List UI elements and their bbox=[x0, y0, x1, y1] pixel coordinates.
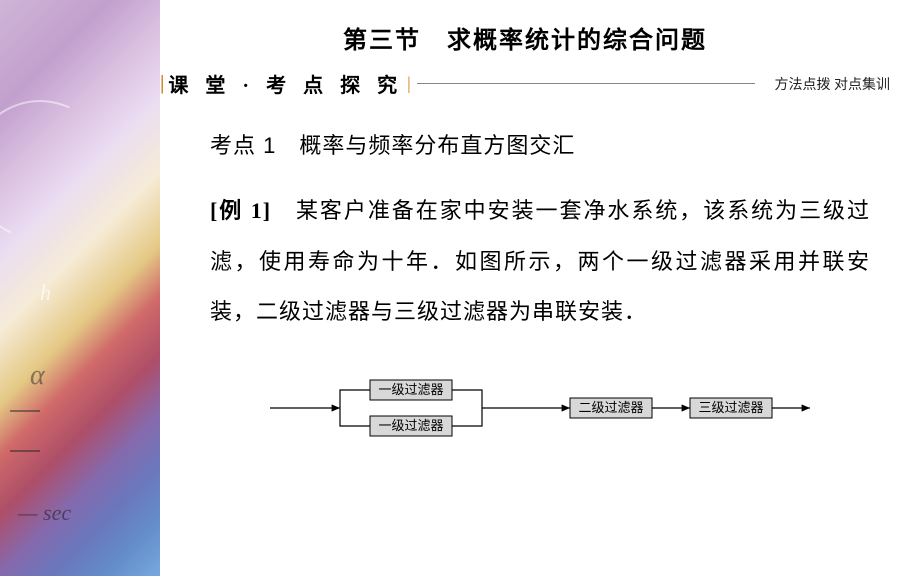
content-area: 第三节 求概率统计的综合问题 | 课 堂 · 考 点 探 究 | 方法点拨 对点… bbox=[160, 0, 920, 576]
filter-diagram: 一级过滤器一级过滤器二级过滤器三级过滤器 bbox=[210, 368, 870, 448]
decorative-arc bbox=[0, 80, 130, 259]
decorative-letter-alpha: α bbox=[30, 360, 45, 392]
svg-text:三级过滤器: 三级过滤器 bbox=[698, 400, 763, 415]
filter-diagram-svg: 一级过滤器一级过滤器二级过滤器三级过滤器 bbox=[250, 368, 830, 448]
left-decoration-panel: h α — sec bbox=[0, 0, 160, 576]
topic-line: 考点 1 概率与频率分布直方图交汇 bbox=[210, 128, 870, 160]
decorative-text-sec: — sec bbox=[18, 500, 71, 526]
header-links: 方法点拨 对点集训 bbox=[775, 74, 891, 94]
example-tag: [例 1] bbox=[210, 198, 271, 223]
example-paragraph: [例 1] 某客户准备在家中安装一套净水系统，该系统为三级过滤，使用寿命为十年．… bbox=[210, 186, 870, 338]
body-text: 考点 1 概率与频率分布直方图交汇 [例 1] 某客户准备在家中安装一套净水系统… bbox=[160, 128, 890, 448]
decorative-letter-h: h bbox=[40, 280, 51, 306]
subtitle-bar-end: | bbox=[407, 73, 411, 94]
svg-text:二级过滤器: 二级过滤器 bbox=[578, 400, 643, 415]
topic-text: 概率与频率分布直方图交汇 bbox=[299, 133, 575, 158]
subtitle-bar-start: | bbox=[160, 72, 164, 95]
subtitle-rule bbox=[417, 83, 755, 84]
decorative-dash bbox=[10, 410, 40, 412]
svg-text:一级过滤器: 一级过滤器 bbox=[378, 382, 443, 397]
decorative-dash bbox=[10, 450, 40, 452]
subtitle-row: | 课 堂 · 考 点 探 究 | 方法点拨 对点集训 bbox=[160, 69, 890, 98]
subtitle-text: 课 堂 · 考 点 探 究 bbox=[168, 69, 403, 98]
page-title: 第三节 求概率统计的综合问题 bbox=[160, 20, 890, 55]
svg-text:一级过滤器: 一级过滤器 bbox=[378, 418, 443, 433]
example-text: 某客户准备在家中安装一套净水系统，该系统为三级过滤，使用寿命为十年．如图所示，两… bbox=[210, 198, 870, 324]
topic-prefix: 考点 1 bbox=[210, 133, 276, 158]
